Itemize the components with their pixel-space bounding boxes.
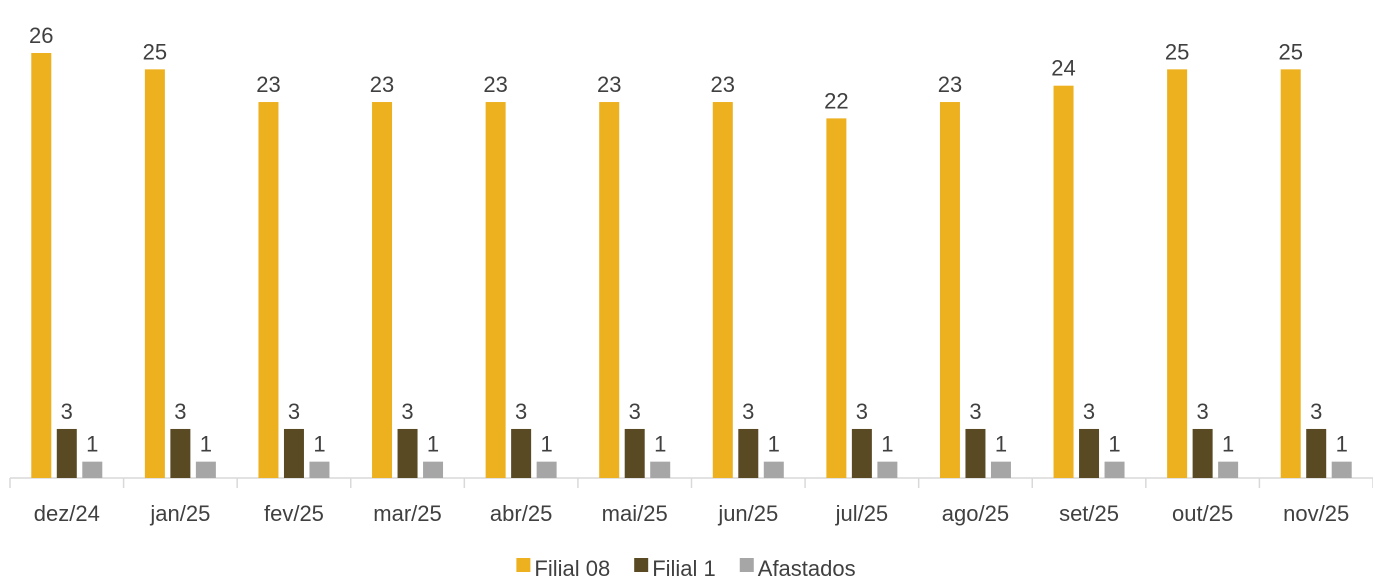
data-label: 1	[200, 432, 212, 457]
bar	[599, 102, 620, 479]
bar	[712, 102, 733, 479]
x-tick-label: fev/25	[264, 501, 324, 526]
data-label: 1	[995, 432, 1007, 457]
data-label: 1	[768, 432, 780, 457]
bar	[1079, 428, 1100, 478]
data-label: 3	[742, 399, 754, 424]
bar	[763, 461, 784, 478]
data-label: 1	[1222, 432, 1234, 457]
data-label: 3	[969, 399, 981, 424]
bar	[170, 428, 191, 478]
x-tick-label: set/25	[1059, 501, 1119, 526]
x-tick-label: dez/24	[34, 501, 100, 526]
bar	[82, 461, 103, 478]
x-tick-label: mai/25	[602, 501, 668, 526]
data-label: 22	[824, 88, 848, 113]
bar	[309, 461, 330, 478]
data-label: 3	[174, 399, 186, 424]
data-label: 23	[597, 72, 621, 97]
data-label: 3	[1197, 399, 1209, 424]
data-label: 3	[288, 399, 300, 424]
bar	[372, 102, 393, 479]
data-label: 3	[1310, 399, 1322, 424]
data-label: 1	[427, 432, 439, 457]
data-label: 23	[711, 72, 735, 97]
bar	[485, 102, 506, 479]
data-label: 23	[483, 72, 507, 97]
legend-label: Afastados	[758, 556, 856, 579]
data-label: 24	[1051, 56, 1075, 81]
data-label: 25	[1278, 39, 1302, 64]
data-label: 1	[86, 432, 98, 457]
bar	[650, 461, 671, 478]
bar	[1104, 461, 1125, 478]
x-tick-label: ago/25	[942, 501, 1009, 526]
bar	[283, 428, 304, 478]
data-label: 25	[1165, 39, 1189, 64]
bar	[144, 69, 165, 478]
bar	[877, 461, 898, 478]
legend-label: Filial 1	[652, 556, 716, 579]
bar	[1192, 428, 1213, 478]
bar	[1331, 461, 1352, 478]
bar	[397, 428, 418, 478]
bar	[990, 461, 1011, 478]
data-label: 23	[256, 72, 280, 97]
x-tick-label: jan/25	[149, 501, 210, 526]
data-label: 3	[515, 399, 527, 424]
bar	[423, 461, 444, 478]
data-label: 1	[881, 432, 893, 457]
bar	[1167, 69, 1188, 478]
bar	[31, 53, 52, 478]
x-tick-label: jun/25	[717, 501, 778, 526]
data-label: 23	[370, 72, 394, 97]
x-tick-label: jul/25	[835, 501, 889, 526]
legend-swatch	[634, 558, 649, 572]
bar	[511, 428, 532, 478]
bar	[1306, 428, 1327, 478]
data-label: 1	[1336, 432, 1348, 457]
x-tick-label: nov/25	[1283, 501, 1349, 526]
data-label: 1	[541, 432, 553, 457]
x-tick-label: out/25	[1172, 501, 1233, 526]
data-label: 23	[938, 72, 962, 97]
bar	[939, 102, 960, 479]
x-tick-label: abr/25	[490, 501, 552, 526]
data-label: 3	[629, 399, 641, 424]
legend-label: Filial 08	[534, 556, 610, 579]
bar	[56, 428, 77, 478]
data-label: 25	[143, 39, 167, 64]
data-label: 3	[1083, 399, 1095, 424]
data-label: 3	[61, 399, 73, 424]
data-label: 1	[1108, 432, 1120, 457]
data-label: 26	[29, 23, 53, 48]
data-label: 3	[856, 399, 868, 424]
bar	[624, 428, 645, 478]
bar	[1053, 85, 1074, 478]
data-label: 1	[313, 432, 325, 457]
legend-swatch	[739, 558, 754, 572]
bar	[851, 428, 872, 478]
data-label: 1	[654, 432, 666, 457]
bar	[258, 102, 279, 479]
bar	[195, 461, 216, 478]
bar	[536, 461, 557, 478]
bar	[1218, 461, 1239, 478]
legend-swatch	[516, 558, 531, 572]
x-tick-label: mar/25	[373, 501, 441, 526]
data-label: 3	[401, 399, 413, 424]
bar	[738, 428, 759, 478]
bar	[965, 428, 986, 478]
bar	[1280, 69, 1301, 478]
bar	[826, 118, 847, 478]
